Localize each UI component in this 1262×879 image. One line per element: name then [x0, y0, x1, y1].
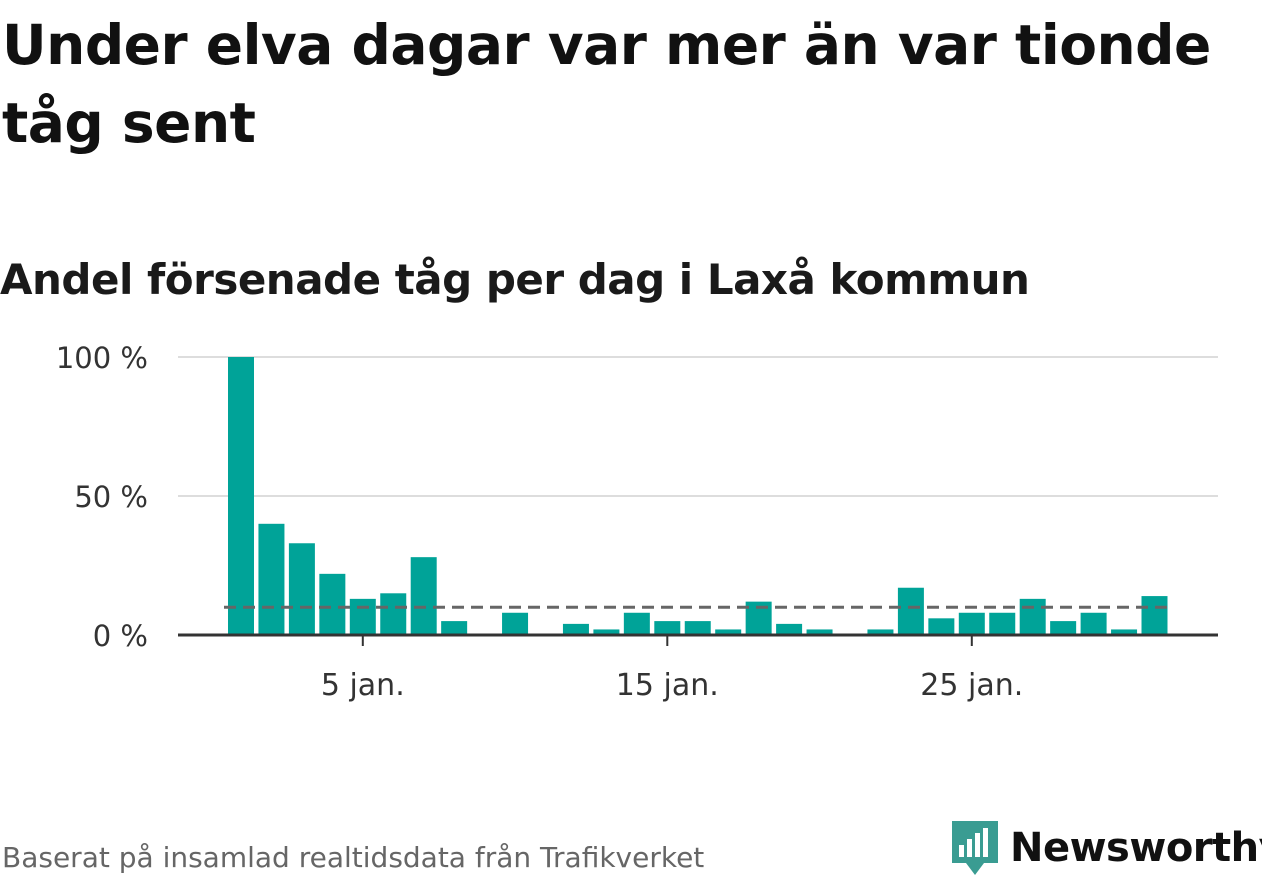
- y-axis-labels: 0 % 50 % 100 %: [56, 341, 148, 653]
- bar-jan-22: [867, 629, 894, 635]
- bar-jan-28: [1050, 621, 1077, 635]
- bar-jan-4: [319, 573, 346, 635]
- chart-title: Under elva dagar var mer än var tionde t…: [2, 13, 1211, 155]
- y-tick-label: 100 %: [56, 341, 148, 375]
- source-note: Baserat på insamlad realtidsdata från Tr…: [2, 841, 705, 874]
- bar-jan-7: [410, 557, 437, 635]
- bar-jan-16: [684, 621, 711, 635]
- bar-jan-8: [441, 621, 468, 635]
- bar-jan-20: [806, 629, 833, 635]
- bar-jan-14: [623, 612, 650, 635]
- x-axis: 5 jan. 15 jan. 25 jan.: [178, 633, 1218, 703]
- x-tick-label: 25 jan.: [920, 668, 1023, 703]
- grid-lines: [178, 356, 1218, 497]
- bar-jan-10: [502, 612, 529, 635]
- bar-jan-19: [776, 623, 803, 635]
- bar-jan-2: [258, 523, 285, 635]
- bar-jan-25: [958, 612, 985, 635]
- bar-jan-27: [1019, 598, 1046, 635]
- bar-chart: 0 % 50 % 100 % 5 jan. 15 jan. 25 jan.: [56, 341, 1218, 703]
- bar-jan-24: [928, 618, 955, 635]
- bar-jan-5: [349, 598, 376, 635]
- chart-subtitle: Andel försenade tåg per dag i Laxå kommu…: [0, 255, 1030, 304]
- brand-logo: Newsworthy: [950, 818, 1262, 878]
- bar-jan-15: [654, 621, 681, 635]
- bar-jan-30: [1111, 629, 1138, 635]
- x-tick-label: 15 jan.: [616, 668, 719, 703]
- bar-jan-3: [288, 543, 315, 635]
- brand-name: Newsworthy: [1010, 825, 1262, 871]
- x-tick-label: 5 jan.: [321, 668, 405, 703]
- y-tick-label: 50 %: [74, 480, 148, 514]
- bar-jan-31: [1141, 596, 1168, 635]
- bar-jan-26: [989, 612, 1016, 635]
- bar-jan-13: [593, 629, 620, 635]
- y-tick-label: 0 %: [93, 619, 148, 653]
- bars: [228, 357, 1168, 635]
- bar-jan-23: [897, 587, 924, 635]
- bar-jan-17: [715, 629, 742, 635]
- bar-jan-29: [1080, 612, 1107, 635]
- newsworthy-chart-icon: [952, 821, 998, 875]
- bar-jan-6: [380, 593, 407, 635]
- bar-jan-1: [228, 357, 254, 635]
- bar-jan-12: [562, 623, 589, 635]
